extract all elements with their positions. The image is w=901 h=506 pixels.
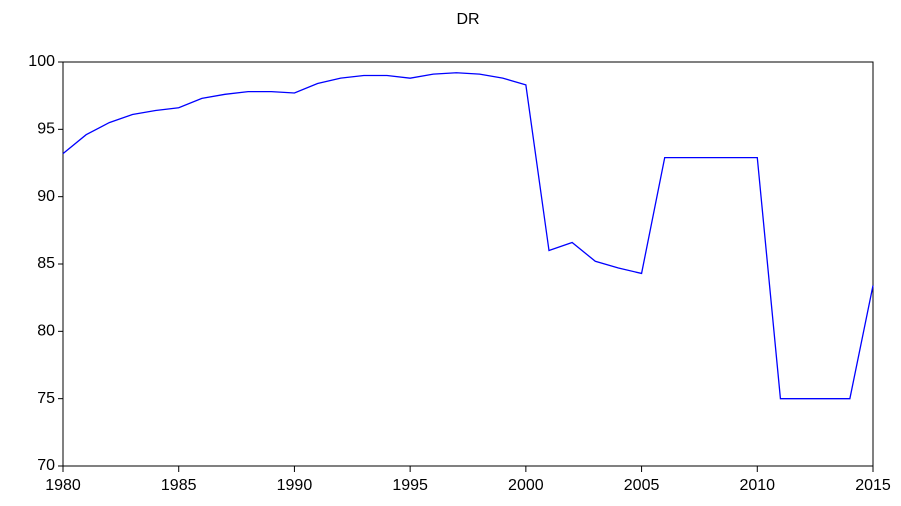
x-tick-label: 1995 (392, 477, 428, 494)
x-tick-label: 2000 (508, 477, 544, 494)
x-tick-label: 1985 (161, 477, 197, 494)
x-tick-label: 2005 (624, 477, 660, 494)
y-tick-label: 95 (37, 121, 55, 138)
x-tick-label: 2010 (739, 477, 775, 494)
y-tick-label: 85 (37, 255, 55, 272)
y-tick-label: 100 (28, 53, 55, 70)
y-tick-label: 90 (37, 188, 55, 205)
line (62, 72, 874, 400)
y-tick-label: 70 (37, 457, 55, 474)
y-tick-label: 75 (37, 390, 55, 407)
plot-frame (62, 61, 874, 467)
x-tick-label: 2015 (855, 477, 891, 494)
y-tick-label: 80 (37, 323, 55, 340)
x-tick-label: 1990 (277, 477, 313, 494)
chart-title: DR (456, 11, 479, 28)
x-tick-label: 1980 (45, 477, 81, 494)
